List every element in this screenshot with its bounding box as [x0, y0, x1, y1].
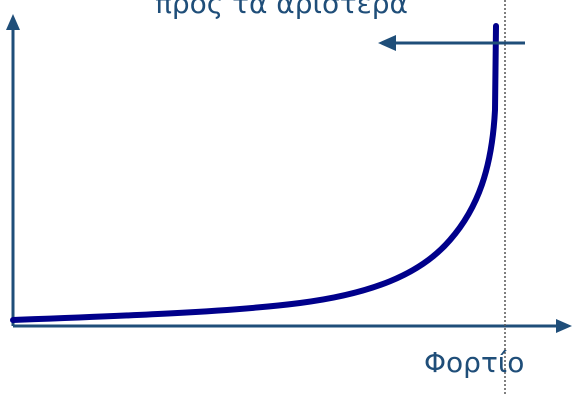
leftward-arrowhead: [378, 35, 396, 51]
delay-curve: [10, 23, 499, 323]
top-label: προς τα αριστερά: [155, 0, 408, 20]
x-axis-arrowhead: [556, 319, 572, 333]
y-axis-arrowhead: [6, 14, 20, 30]
x-axis-label: Φορτίο: [424, 346, 525, 379]
